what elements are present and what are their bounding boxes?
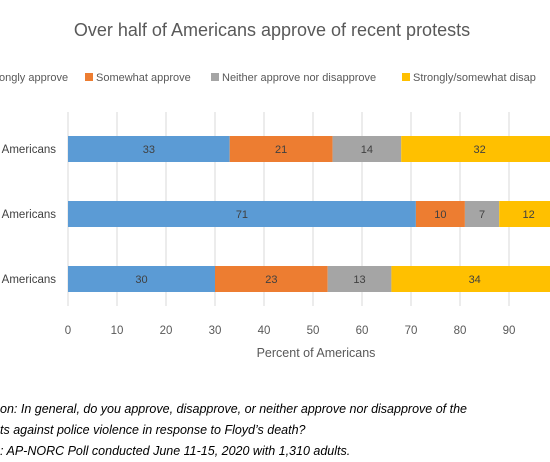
data-label: 7 xyxy=(479,209,485,221)
data-label: 12 xyxy=(522,209,534,221)
bar-segment xyxy=(68,136,230,162)
bar-segment xyxy=(229,136,333,162)
bar-segment xyxy=(332,136,402,162)
x-tick-label: 30 xyxy=(209,325,222,337)
bar-segment xyxy=(215,266,328,292)
data-label: 13 xyxy=(353,274,365,286)
bar-segment xyxy=(327,266,392,292)
x-axis-title: Percent of Americans xyxy=(257,346,376,360)
data-label: 34 xyxy=(469,274,481,286)
legend-label: Somewhat approve xyxy=(96,72,191,84)
category-label: Americans xyxy=(2,209,57,221)
legend-label: Strongly/somewhat disap xyxy=(413,72,536,84)
x-tick-label: 20 xyxy=(160,325,173,337)
data-label: 14 xyxy=(361,144,373,156)
data-label: 33 xyxy=(143,144,155,156)
legend-label: Neither approve nor disapprove xyxy=(222,72,376,84)
bar-segment xyxy=(464,201,500,227)
bar-segment xyxy=(68,266,215,292)
bar-segment xyxy=(499,201,550,227)
x-tick-label: 80 xyxy=(454,325,467,337)
data-label: 23 xyxy=(265,274,277,286)
x-tick-label: 90 xyxy=(503,325,516,337)
legend-swatch xyxy=(402,73,410,81)
bar-segment xyxy=(68,201,416,227)
source-note: : AP-NORC Poll conducted June 11-15, 202… xyxy=(0,444,351,458)
data-label: 10 xyxy=(434,209,446,221)
legend-label: ongly approve xyxy=(0,72,68,84)
category-label: Americans xyxy=(2,274,57,286)
chart-title: Over half of Americans approve of recent… xyxy=(74,20,470,40)
data-label: 30 xyxy=(135,274,147,286)
category-label: Americans xyxy=(2,144,57,156)
bars: 33 21 14 32 71 10 7 12 30 23 13 34 xyxy=(68,136,550,292)
question-note-line-1: on: In general, do you approve, disappro… xyxy=(0,402,467,416)
x-axis-ticks: 0 10 20 30 40 50 60 70 80 90 xyxy=(65,325,516,337)
x-tick-label: 50 xyxy=(307,325,320,337)
legend: ongly approve Somewhat approve Neither app… xyxy=(0,72,536,84)
bar-segment xyxy=(391,266,550,292)
legend-swatch xyxy=(211,73,219,81)
question-note-line-2: ts against police violence in response t… xyxy=(0,423,306,437)
bar-segment xyxy=(415,201,465,227)
x-tick-label: 0 xyxy=(65,325,71,337)
category-labels: Americans Americans Americans xyxy=(2,144,57,286)
x-tick-label: 70 xyxy=(405,325,418,337)
bar-segment xyxy=(401,136,550,162)
x-tick-label: 60 xyxy=(356,325,369,337)
x-tick-label: 40 xyxy=(258,325,271,337)
legend-swatch xyxy=(85,73,93,81)
x-tick-label: 10 xyxy=(111,325,124,337)
data-label: 71 xyxy=(236,209,248,221)
data-label: 21 xyxy=(275,144,287,156)
data-label: 32 xyxy=(473,144,485,156)
